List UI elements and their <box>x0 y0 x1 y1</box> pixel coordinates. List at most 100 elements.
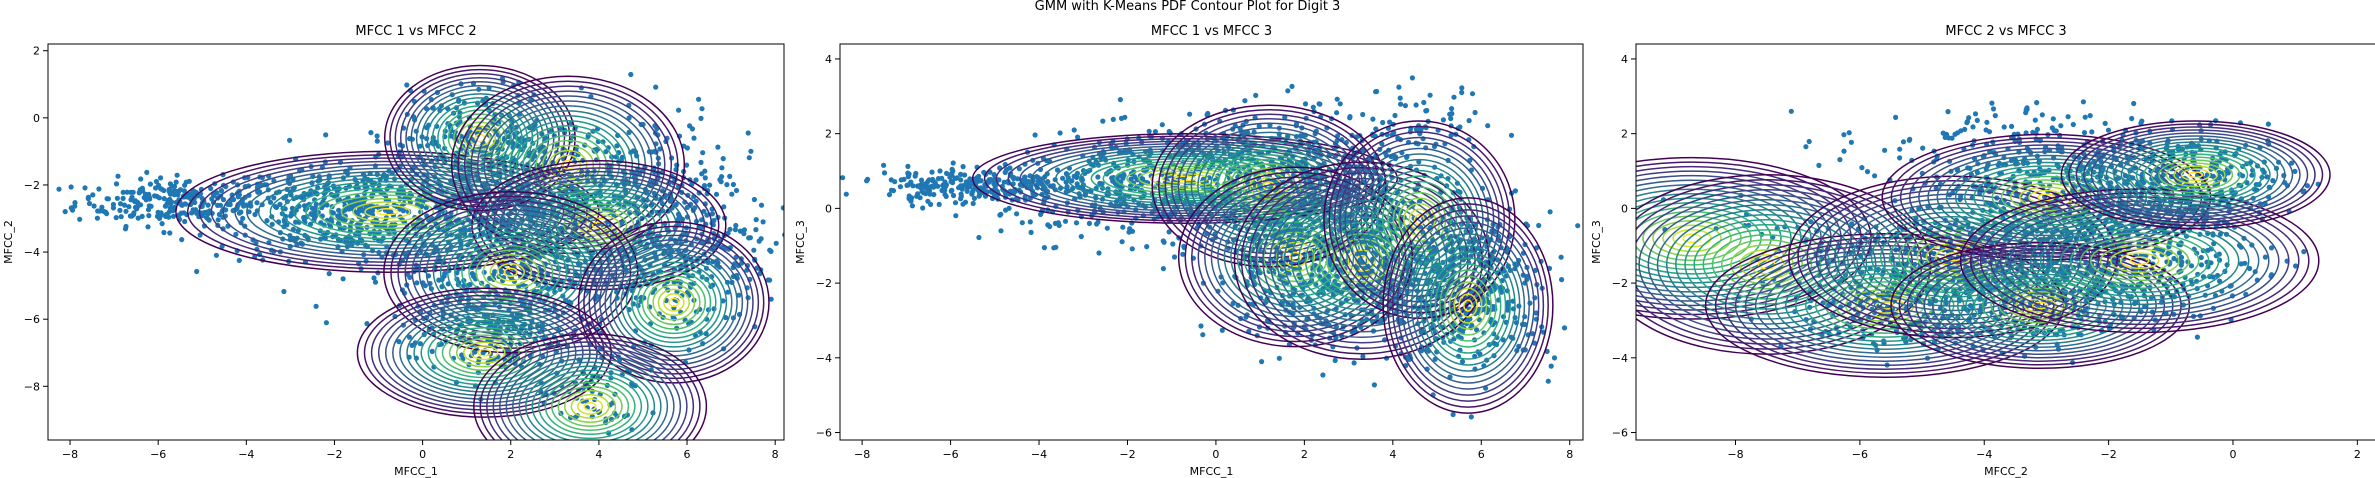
scatter-point <box>732 227 739 233</box>
scatter-point <box>1064 184 1070 190</box>
scatter-point <box>773 240 779 246</box>
scatter-point <box>969 191 975 197</box>
scatter-point <box>1325 273 1332 279</box>
gmm-component-4 <box>471 160 727 291</box>
scatter-point <box>785 276 790 281</box>
scatter-point <box>814 205 819 210</box>
scatter-point <box>113 181 120 187</box>
scatter-point <box>342 207 348 213</box>
contour-line <box>340 197 435 226</box>
scatter-point <box>147 181 153 187</box>
scatter-point <box>145 224 151 230</box>
scatter-point <box>186 178 192 184</box>
contour-line <box>431 101 528 175</box>
scatter-point <box>1413 102 1419 108</box>
scatter-point <box>429 348 435 354</box>
scatter-point <box>954 175 960 181</box>
scatter-point <box>161 229 167 236</box>
scatter-point <box>1459 359 1466 365</box>
scatter-point <box>459 352 465 358</box>
scatter-point <box>944 170 950 176</box>
scatter-point <box>653 84 659 90</box>
scatter-point <box>1011 175 1017 181</box>
scatter-point <box>169 183 175 189</box>
scatter-point <box>1397 95 1403 101</box>
scatter-point <box>264 218 270 224</box>
scatter-point <box>238 220 244 226</box>
scatter-point <box>1100 118 1106 124</box>
scatter-point <box>948 173 954 179</box>
scatter-point <box>928 201 934 207</box>
scatter-point <box>1054 167 1061 173</box>
scatter-point <box>269 221 275 227</box>
contour-line <box>506 178 692 273</box>
scatter-point <box>86 200 93 207</box>
scatter-point <box>158 210 164 216</box>
scatter-point <box>1468 414 1474 420</box>
scatter-point <box>991 172 997 178</box>
scatter-point <box>178 210 184 216</box>
scatter-point <box>1062 218 1069 224</box>
scatter-point <box>190 207 196 213</box>
scatter-point <box>948 179 954 185</box>
contour-line <box>477 348 492 357</box>
scatter-point <box>614 143 620 149</box>
scatter-point <box>289 210 295 216</box>
scatter-point <box>943 183 949 190</box>
scatter-point <box>293 219 299 225</box>
scatter-point <box>1474 327 1480 333</box>
scatter-point <box>905 174 912 180</box>
scatter-point <box>490 272 496 278</box>
y-tick-label: 0 <box>33 112 40 125</box>
scatter-point <box>1096 250 1102 256</box>
scatter-point <box>85 194 91 200</box>
scatter-point <box>414 280 420 286</box>
scatter-point <box>1320 372 1326 378</box>
contour-line <box>376 208 399 216</box>
scatter-point <box>1166 128 1172 135</box>
contour-line <box>370 294 598 411</box>
y-tick-label: −8 <box>24 380 40 393</box>
scatter-point <box>751 196 758 203</box>
panel-title: MFCC 1 vs MFCC 2 <box>355 24 476 39</box>
scatter-point <box>758 202 765 208</box>
contour-line <box>583 225 765 380</box>
scatter-point <box>1508 132 1515 138</box>
scatter-point <box>698 159 704 165</box>
scatter-point <box>1459 85 1465 91</box>
scatter-point <box>417 341 423 347</box>
scatter-point <box>1547 209 1553 215</box>
contour-line <box>499 349 682 440</box>
contour-line <box>439 226 582 318</box>
scatter-point <box>56 186 62 192</box>
scatter-point <box>1449 106 1455 112</box>
scatter-point <box>701 208 707 214</box>
contour-line <box>512 357 669 440</box>
x-tick-label: −2 <box>326 448 342 461</box>
scatter-point <box>1457 327 1463 333</box>
contour-line <box>384 301 584 404</box>
scatter-point <box>717 177 723 183</box>
gmm-component-8 <box>473 333 708 440</box>
scatter-point <box>126 204 132 210</box>
contour-line <box>463 85 673 245</box>
scatter-point <box>1469 91 1476 97</box>
scatter-point <box>1559 277 1565 283</box>
scatter-point <box>323 132 329 138</box>
scatter-point <box>1309 272 1315 278</box>
contour-line <box>496 262 525 282</box>
scatter-point <box>925 189 931 195</box>
scatter-point <box>372 279 379 285</box>
scatter-point <box>94 215 100 221</box>
scatter-point <box>725 289 731 295</box>
scatter-point <box>152 193 158 199</box>
scatter-point <box>545 286 551 292</box>
scatter-point <box>943 193 949 199</box>
scatter-point <box>1505 307 1511 313</box>
scatter-point <box>1527 300 1533 306</box>
scatter-point <box>1350 292 1356 298</box>
scatter-point <box>704 212 710 218</box>
scatter-point <box>1160 266 1166 272</box>
